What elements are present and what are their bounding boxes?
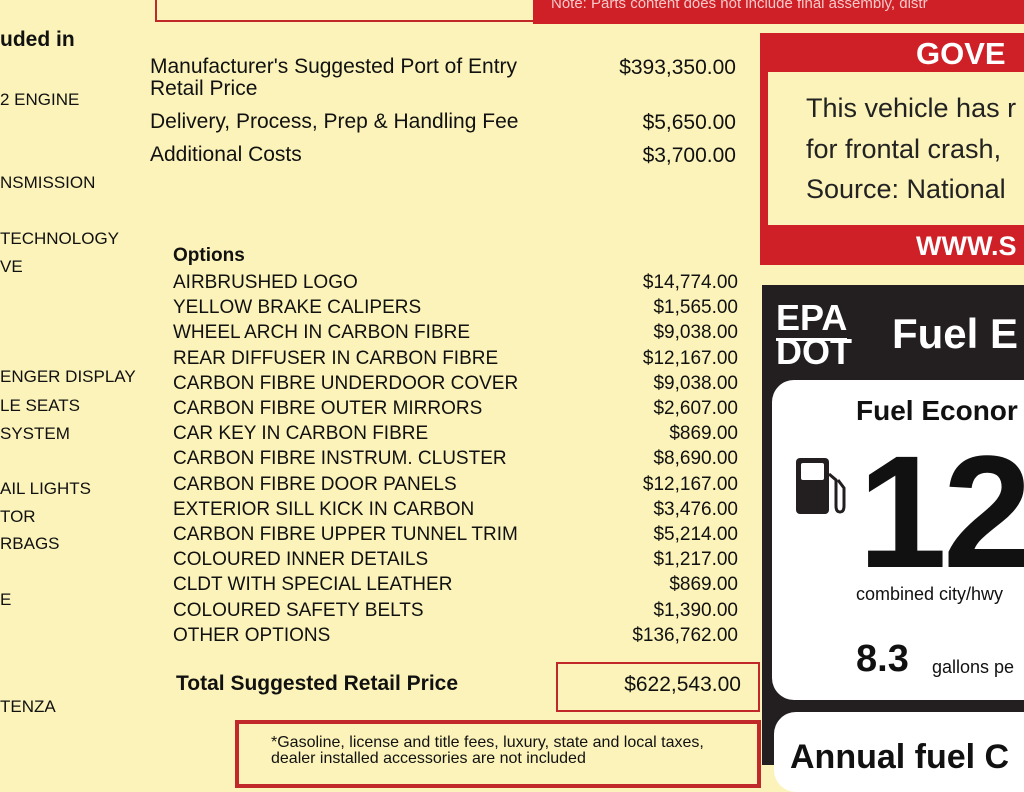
government-line: This vehicle has r bbox=[806, 93, 1017, 123]
option-price: $3,476.00 bbox=[653, 498, 738, 520]
option-price: $1,565.00 bbox=[653, 297, 738, 319]
options-heading: Options bbox=[173, 245, 245, 266]
government-header: GOVE bbox=[916, 36, 1006, 71]
additional-costs-value: $3,700.00 bbox=[642, 144, 736, 167]
parts-content-note: Note: Parts content does not include fin… bbox=[533, 0, 1024, 24]
delivery-value: $5,650.00 bbox=[642, 111, 736, 134]
option-price: $2,607.00 bbox=[653, 398, 738, 419]
option-label: EXTERIOR SILL KICK IN CARBON bbox=[173, 498, 475, 520]
standard-equipment-item: ENGER DISPLAY bbox=[0, 367, 136, 386]
option-price: $5,214.00 bbox=[653, 524, 738, 545]
epa-title: Fuel E bbox=[892, 310, 1019, 357]
note-text: Note: Parts content does not include fin… bbox=[551, 0, 928, 12]
standard-equipment-item: NSMISSION bbox=[0, 173, 96, 192]
option-label: CLDT WITH SPECIAL LEATHER bbox=[173, 574, 453, 596]
additional-costs-label: Additional Costs bbox=[150, 143, 302, 166]
government-website: WWW.S bbox=[916, 231, 1017, 261]
total-box bbox=[556, 662, 760, 712]
government-line: for frontal crash, bbox=[806, 134, 1002, 164]
option-label: WHEEL ARCH IN CARBON FIBRE bbox=[173, 322, 471, 344]
standard-equipment-item: VE bbox=[0, 257, 23, 276]
annual-fuel-label: Annual fuel C bbox=[790, 738, 1010, 776]
delivery-label: Delivery, Process, Prep & Handling Fee bbox=[150, 110, 519, 133]
total-value: $622,543.00 bbox=[624, 673, 741, 696]
option-price: $869.00 bbox=[669, 423, 738, 445]
option-label: YELLOW BRAKE CALIPERS bbox=[173, 297, 422, 319]
msrp-label: Manufacturer's Suggested Port of Entry Re… bbox=[150, 55, 518, 100]
gallons-value: 8.3 bbox=[856, 638, 909, 680]
option-label: CARBON FIBRE DOOR PANELS bbox=[173, 473, 457, 495]
mpg-value: 12 bbox=[858, 422, 1024, 601]
option-price: $14,774.00 bbox=[642, 272, 738, 293]
option-label: CARBON FIBRE INSTRUM. CLUSTER bbox=[173, 448, 507, 470]
msrp-value: $393,350.00 bbox=[619, 56, 736, 79]
option-price: $136,762.00 bbox=[632, 624, 738, 646]
government-rating-body bbox=[768, 72, 1024, 225]
option-label: REAR DIFFUSER IN CARBON FIBRE bbox=[173, 347, 499, 369]
standard-equipment-heading: uded in bbox=[0, 28, 75, 51]
option-price: $12,167.00 bbox=[642, 347, 738, 369]
option-price: $9,038.00 bbox=[653, 372, 738, 394]
fuel-economy-heading: Fuel Econor bbox=[856, 395, 1018, 426]
option-label: CARBON FIBRE UPPER TUNNEL TRIM bbox=[173, 524, 518, 545]
fuel-pump-icon bbox=[796, 458, 846, 514]
footnote-text: *Gasoline, license and title fees, luxur… bbox=[271, 734, 704, 767]
option-label: AIRBRUSHED LOGO bbox=[173, 272, 358, 293]
option-label: COLOURED SAFETY BELTS bbox=[173, 599, 424, 621]
standard-equipment-item: RBAGS bbox=[0, 534, 60, 553]
standard-equipment-item: TOR bbox=[0, 507, 36, 526]
standard-equipment-item: 2 ENGINE bbox=[0, 90, 80, 109]
option-price: $9,038.00 bbox=[653, 322, 738, 344]
option-price: $1,390.00 bbox=[653, 599, 738, 621]
option-price: $12,167.00 bbox=[642, 473, 738, 495]
standard-equipment-item: E bbox=[0, 590, 12, 609]
combined-label: combined city/hwy bbox=[856, 584, 1004, 604]
option-price: $1,217.00 bbox=[653, 549, 738, 571]
government-line: Source: National bbox=[806, 174, 1006, 204]
gallons-label: gallons pe bbox=[932, 657, 1015, 677]
fuel-economy-panel bbox=[772, 380, 1024, 700]
standard-equipment-item: SYSTEM bbox=[0, 424, 70, 443]
standard-equipment-item: TENZA bbox=[0, 697, 56, 716]
epa-dot-logo: EPA DOT bbox=[776, 297, 852, 372]
total-label: Total Suggested Retail Price bbox=[176, 672, 459, 695]
option-label: OTHER OPTIONS bbox=[173, 624, 331, 646]
option-price: $869.00 bbox=[669, 574, 738, 596]
option-label: CARBON FIBRE OUTER MIRRORS bbox=[173, 398, 483, 419]
option-price: $8,690.00 bbox=[653, 448, 738, 470]
option-label: COLOURED INNER DETAILS bbox=[173, 549, 429, 571]
standard-equipment-item: AIL LIGHTS bbox=[0, 479, 92, 498]
standard-equipment-item: TECHNOLOGY bbox=[0, 229, 120, 248]
top-box bbox=[155, 0, 535, 22]
option-label: CARBON FIBRE UNDERDOOR COVER bbox=[173, 372, 519, 394]
option-label: CAR KEY IN CARBON FIBRE bbox=[173, 423, 429, 445]
standard-equipment-item: LE SEATS bbox=[0, 396, 80, 415]
